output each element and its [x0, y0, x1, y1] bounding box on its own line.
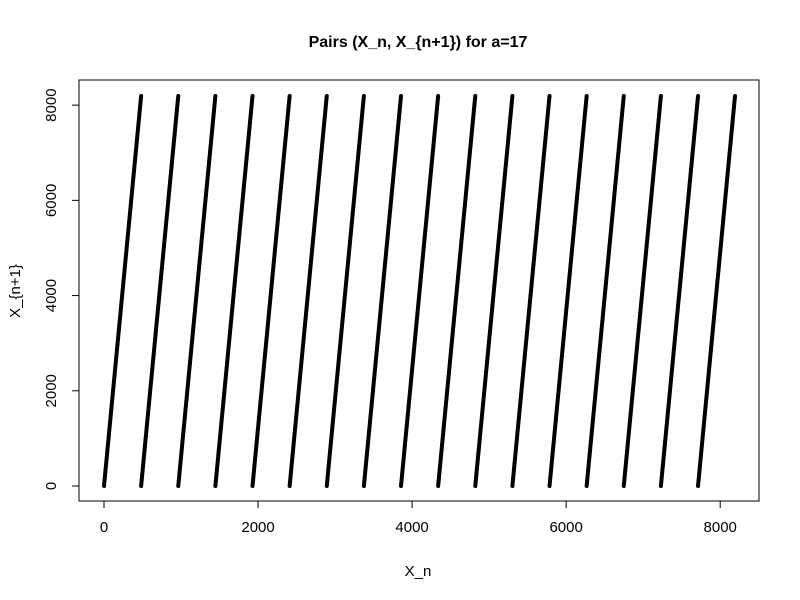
data-segment-14: [584, 94, 626, 488]
x-tick-label-8000: 8000: [704, 519, 737, 536]
data-segment-5: [250, 94, 292, 488]
y-axis: 0 2000 4000 6000 8000: [43, 88, 80, 490]
data-segment-8: [361, 94, 404, 488]
y-tick-label-8000: 8000: [43, 88, 60, 121]
series-layer: [102, 94, 737, 488]
data-segment-16: [658, 94, 701, 488]
data-segment-13: [547, 94, 589, 488]
y-tick-label-2000: 2000: [43, 374, 60, 407]
y-tick-label-0: 0: [43, 482, 60, 490]
data-segment-4: [213, 94, 255, 488]
data-segment-11: [473, 94, 515, 488]
x-tick-label-6000: 6000: [549, 519, 582, 536]
data-segment-17: [696, 94, 737, 488]
data-segment-1: [102, 94, 144, 488]
x-axis-label: X_n: [405, 563, 432, 580]
data-segment-7: [324, 94, 366, 488]
x-axis: 0 2000 4000 6000 8000: [100, 500, 737, 536]
y-tick-label-4000: 4000: [43, 279, 60, 312]
data-segment-15: [621, 94, 663, 488]
chart-title: Pairs (X_n, X_{n+1}) for a=17: [309, 34, 528, 51]
data-segment-2: [139, 94, 181, 488]
y-tick-label-6000: 6000: [43, 184, 60, 217]
y-axis-label: X_{n+1}: [7, 264, 24, 318]
x-tick-label-0: 0: [100, 519, 108, 536]
data-segment-10: [436, 94, 478, 488]
data-segment-3: [176, 94, 218, 488]
data-segment-9: [399, 94, 441, 488]
x-tick-label-4000: 4000: [395, 519, 428, 536]
data-segment-12: [510, 94, 552, 488]
data-segment-6: [287, 94, 329, 488]
x-tick-label-2000: 2000: [241, 519, 274, 536]
